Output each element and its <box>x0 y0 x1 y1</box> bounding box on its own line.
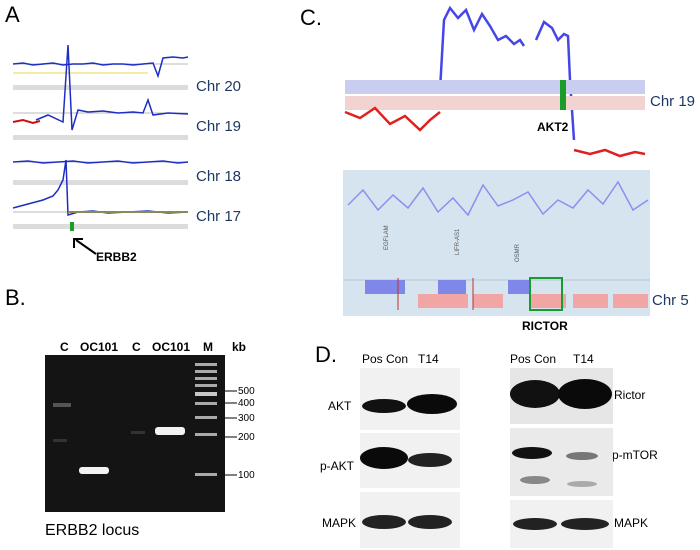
chr-19-label: Chr 19 <box>196 118 242 135</box>
track-gene-lifr-as1: LIFR-AS1 <box>455 228 461 255</box>
gel-kb-header: kb <box>232 340 247 354</box>
panel-b-letter: B. <box>5 285 26 310</box>
ladder-band <box>195 363 217 366</box>
rictor-gene-label: RICTOR <box>522 319 568 333</box>
copy-number-plot-a <box>12 44 189 231</box>
panel-d-letter: D. <box>315 342 337 367</box>
gel-lane-oc101-2: OC101 <box>152 340 191 354</box>
track-gene-egflam: EGFLAM <box>384 225 390 250</box>
akt2-locus-marker <box>560 80 566 110</box>
chr20-signal <box>12 56 189 79</box>
chr-5-label: Chr 5 <box>652 292 689 309</box>
d-row-mapk-left: MAPK <box>322 516 357 530</box>
kb-marker-100: 100 <box>238 470 255 481</box>
chr18-signal <box>12 160 189 164</box>
gel-lane-c-2: C <box>132 340 141 354</box>
chr19-red-segment <box>12 118 41 125</box>
agarose-gel-image <box>45 355 225 512</box>
ladder-band <box>195 377 217 380</box>
panel-c-letter: C. <box>300 5 322 30</box>
chr19-copy-number-plot <box>344 5 646 158</box>
chr-19-label-c: Chr 19 <box>650 93 696 110</box>
d-row-akt: AKT <box>328 399 352 413</box>
ladder-band <box>195 402 217 405</box>
gel-caption: ERBB2 locus <box>45 522 140 539</box>
gel-lane-oc101-1: OC101 <box>80 340 119 354</box>
ladder-band <box>195 392 217 396</box>
ladder-band <box>195 473 217 476</box>
erbb2-locus-marker <box>70 222 74 231</box>
ladder-band <box>195 370 217 373</box>
ladder-band <box>195 384 217 387</box>
d-right-col-poscon: Pos Con <box>510 352 557 366</box>
kb-marker-200: 200 <box>238 432 255 443</box>
d-left-col-t14: T14 <box>418 352 439 366</box>
western-blot-right <box>510 368 613 548</box>
chr19-signal <box>35 44 189 131</box>
chr17-signal <box>12 159 189 216</box>
rictor-locus-marker <box>529 277 563 311</box>
kb-tick-marks <box>225 390 237 476</box>
panel-a-letter: A <box>5 2 20 27</box>
ladder-band <box>195 433 217 436</box>
d-row-rictor: Rictor <box>614 388 646 402</box>
d-row-mapk-right: MAPK <box>614 516 649 530</box>
kb-marker-500: 500 <box>238 386 255 397</box>
chr-17-label: Chr 17 <box>196 208 242 225</box>
chr-20-label: Chr 20 <box>196 78 242 95</box>
gel-band <box>131 431 145 434</box>
akt2-gene-label: AKT2 <box>537 120 569 134</box>
gel-lane-marker: M <box>203 340 213 354</box>
gel-lane-c-1: C <box>60 340 69 354</box>
kb-marker-300: 300 <box>238 413 255 424</box>
track-gene-osmr: OSMR <box>515 244 521 262</box>
chr5-copy-number-plot <box>343 180 650 311</box>
ladder-band <box>195 416 217 419</box>
gel-band <box>79 467 109 474</box>
erbb2-gene-label: ERBB2 <box>96 250 137 264</box>
d-row-p-mtor: p-mTOR <box>612 448 658 462</box>
chr-18-label: Chr 18 <box>196 168 242 185</box>
western-blot-left <box>360 368 460 548</box>
gel-band <box>155 427 185 435</box>
gel-band <box>53 403 71 407</box>
d-right-col-t14: T14 <box>573 352 594 366</box>
kb-marker-400: 400 <box>238 398 255 409</box>
d-left-col-poscon: Pos Con <box>362 352 409 366</box>
d-row-p-akt: p-AKT <box>320 459 355 473</box>
gel-band <box>53 439 67 442</box>
arrow-icon <box>73 238 97 255</box>
